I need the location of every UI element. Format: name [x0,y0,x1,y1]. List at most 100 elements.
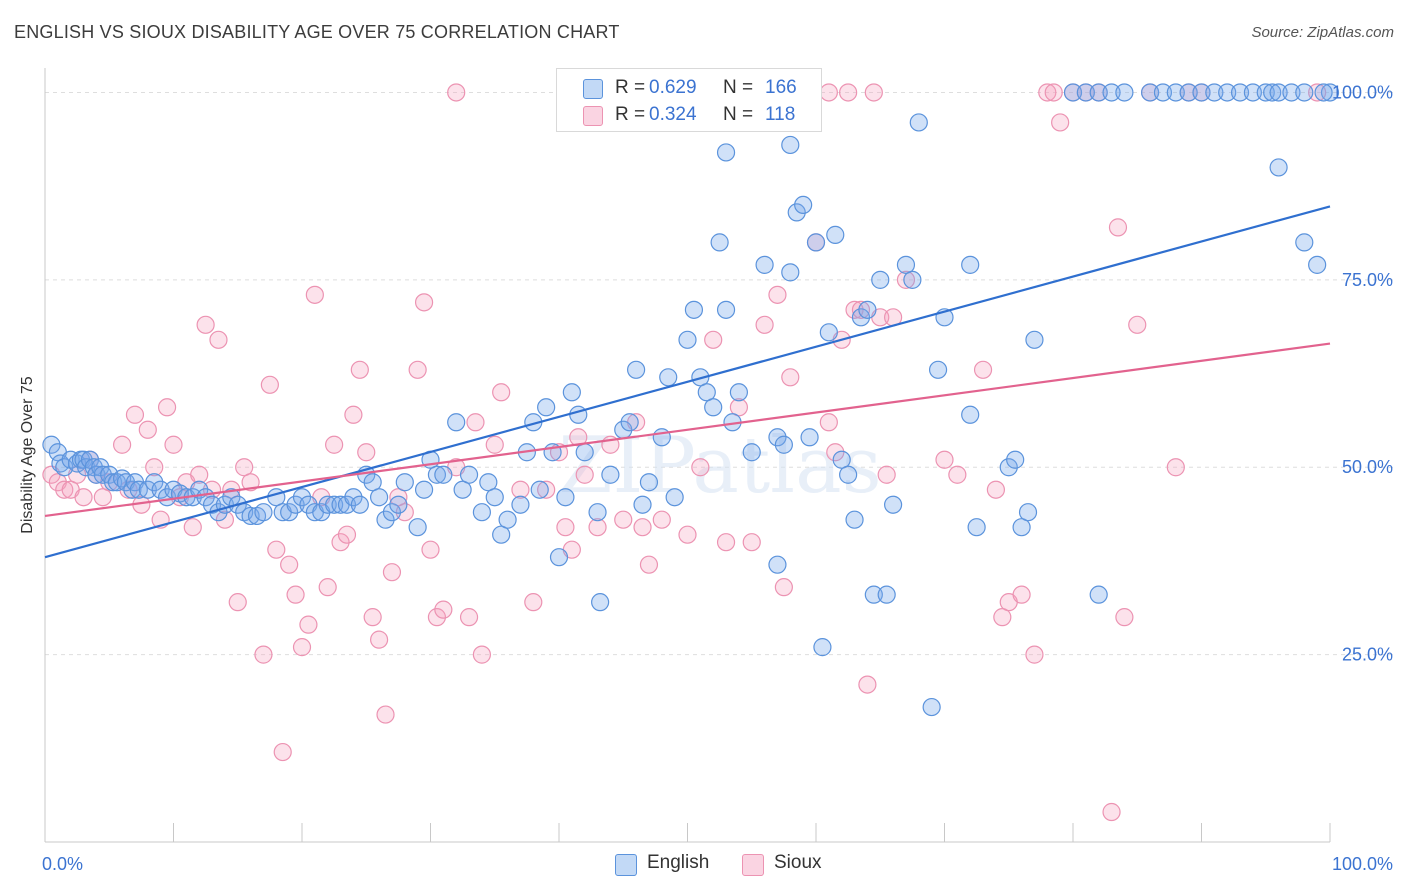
english-point [716,143,736,162]
english-point [639,473,659,492]
sioux-point [986,480,1006,499]
sioux-point [357,443,376,462]
axes [44,68,1331,843]
english-r-value: 0.629 [649,77,697,98]
english-point [1076,83,1095,102]
sioux-point [774,578,793,597]
english-point [659,368,678,387]
english-point [414,480,434,499]
sioux-point [1102,802,1121,822]
sioux-n-value: 118 [765,104,796,125]
english-point [447,413,466,432]
english-point [1230,83,1250,102]
english-point [1012,518,1031,537]
sioux-point [819,83,838,102]
english-point [1115,83,1134,102]
english-point [1314,83,1333,102]
english-point [781,135,800,155]
english-point [961,255,980,274]
english-point [961,405,980,424]
english-point [395,473,414,492]
english-point [350,495,369,514]
english-point [813,638,832,657]
english-point [864,585,883,604]
sioux-point [331,533,350,552]
english-point [871,270,890,289]
english-point [138,480,157,499]
english-point [498,510,517,529]
sioux-point [511,480,530,499]
sioux-point [716,533,736,552]
x-tick-label: 0.0% [42,854,83,874]
sioux-point [729,398,749,417]
english-swatch [583,79,603,99]
sioux-point [376,705,395,724]
sioux-point [993,608,1012,627]
sioux-point [196,315,215,334]
sioux-r-label: R = [615,104,646,125]
english-point [1218,83,1237,102]
english-point [697,383,716,402]
english-point [254,503,273,522]
sioux-r-value: 0.324 [649,104,697,125]
english-point [601,465,620,484]
sioux-point [363,608,382,627]
english-point [839,465,858,484]
sioux-trendline [44,342,1331,518]
sioux-point [466,413,485,432]
english-point [286,495,305,514]
english-point [511,495,530,514]
sioux-point [344,405,363,424]
english-point [903,270,922,289]
sioux-point [280,555,299,574]
sioux-point [254,645,273,664]
sioux-point [588,518,607,537]
english-point [472,503,491,522]
english-point [93,465,112,484]
sioux-point [228,593,247,612]
sioux-point [1012,585,1031,604]
sioux-point [935,450,954,469]
english-point [325,495,344,514]
tick-labels: 25.0% 50.0% 75.0% 100.0% 0.0% 100.0% [42,82,1393,874]
sioux-point [896,270,916,289]
english-point [434,465,453,484]
sioux-point [1044,83,1063,102]
english-point [819,323,838,342]
y-axis-label: Disability Age Over 75 [19,376,36,534]
y-tick-label: 50.0% [1342,457,1393,477]
english-point [1295,233,1314,252]
english-point [1243,83,1263,102]
english-point [1256,83,1275,102]
english-point [774,435,793,454]
sioux-point [1115,608,1134,627]
english-point [562,383,581,402]
english-point [1179,83,1198,102]
sioux-point [639,555,659,574]
english-point [896,255,916,274]
english-point [845,510,864,529]
english-point [678,330,697,349]
english-point [883,495,903,514]
sioux-point [704,330,723,349]
english-point [806,233,826,252]
trendlines [44,205,1331,559]
sioux-point [633,518,652,537]
sioux-point [183,518,202,537]
english-point [459,465,479,484]
watermark-text: ZIPatlas [558,421,881,511]
sioux-point [877,465,896,484]
sioux-point [447,83,466,102]
stats-row-english: R = 0.629 N = 166 [557,75,821,103]
english-points [42,83,1340,717]
chart-title: ENGLISH VS SIOUX DISABILITY AGE OVER 75 … [14,22,620,42]
sioux-point [292,638,312,657]
english-point [794,195,813,215]
english-point [485,488,504,507]
english-point [877,585,896,604]
sioux-swatch [583,106,603,126]
english-point [787,203,806,222]
english-point [1102,83,1121,102]
english-point [145,473,164,492]
english-point [280,503,299,522]
